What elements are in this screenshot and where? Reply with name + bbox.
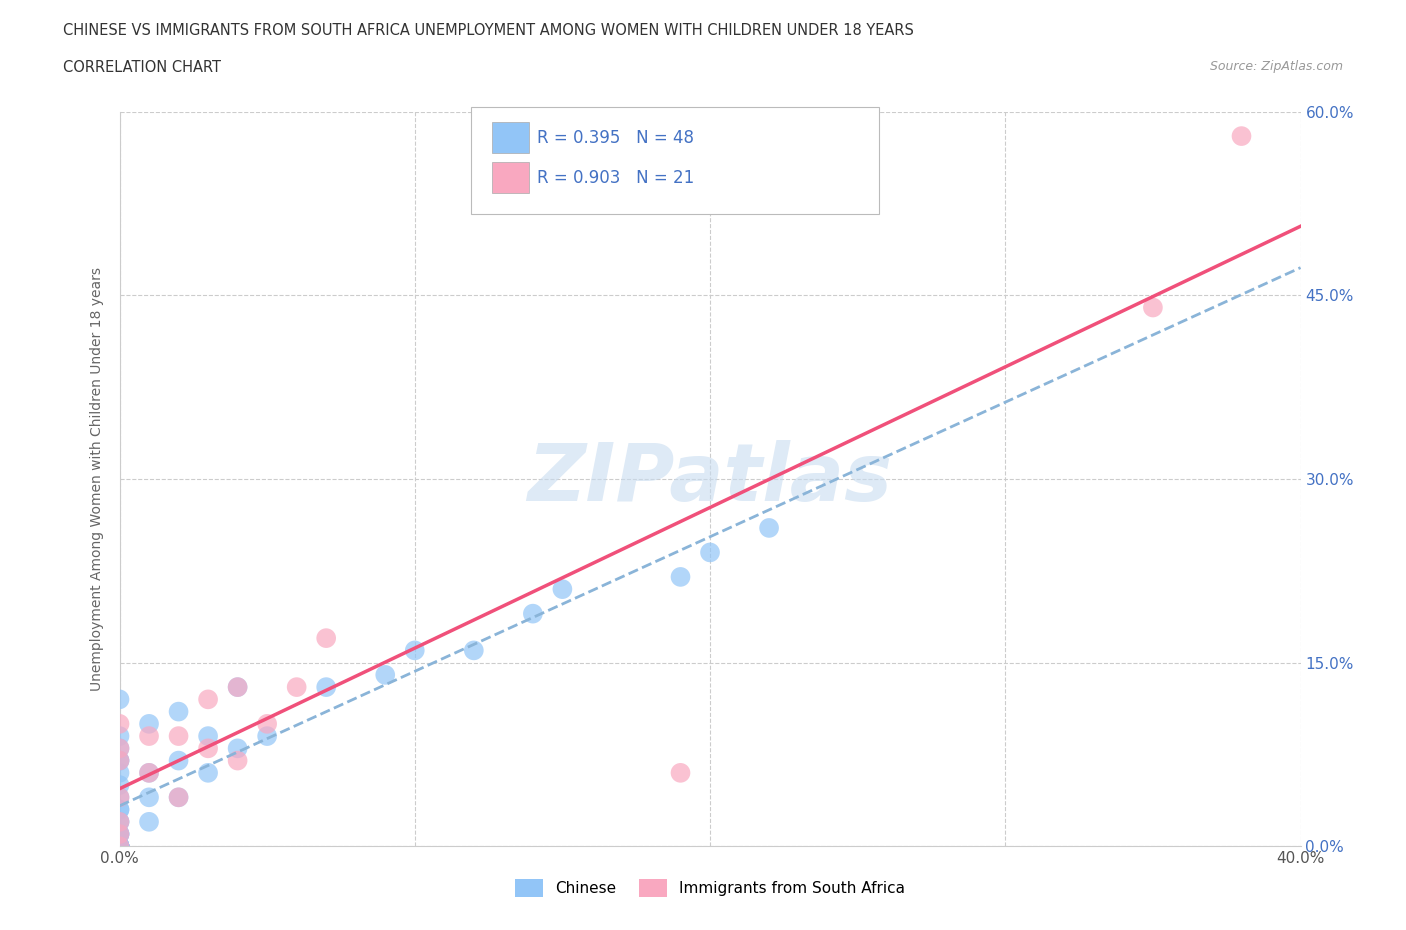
Text: Source: ZipAtlas.com: Source: ZipAtlas.com: [1209, 60, 1343, 73]
Point: [108, 839, 131, 854]
Point: [108, 839, 131, 854]
Point: [167, 790, 190, 804]
Point: [108, 839, 131, 854]
Point: [197, 765, 219, 780]
Point: [167, 704, 190, 719]
Point: [108, 777, 131, 792]
Text: R = 0.395   N = 48: R = 0.395 N = 48: [537, 128, 695, 147]
Point: [108, 753, 131, 768]
Point: [226, 741, 249, 756]
Point: [108, 839, 131, 854]
Point: [108, 815, 131, 830]
Point: [256, 716, 278, 731]
Point: [404, 643, 426, 658]
Point: [108, 753, 131, 768]
Point: [108, 839, 131, 854]
Point: [108, 790, 131, 804]
Point: [315, 631, 337, 645]
Legend: Chinese, Immigrants from South Africa: Chinese, Immigrants from South Africa: [508, 871, 912, 905]
Point: [138, 815, 160, 830]
Text: R = 0.903   N = 21: R = 0.903 N = 21: [537, 168, 695, 187]
Point: [522, 606, 544, 621]
Point: [315, 680, 337, 695]
Point: [138, 790, 160, 804]
Point: [463, 643, 485, 658]
Text: ZIPatlas: ZIPatlas: [527, 440, 893, 518]
Point: [669, 569, 692, 584]
Point: [167, 753, 190, 768]
Point: [108, 815, 131, 830]
Point: [108, 839, 131, 854]
Point: [226, 680, 249, 695]
Point: [197, 729, 219, 744]
Point: [108, 802, 131, 817]
Point: [138, 765, 160, 780]
Point: [167, 729, 190, 744]
Point: [108, 753, 131, 768]
Point: [108, 839, 131, 854]
Point: [108, 839, 131, 854]
Text: CHINESE VS IMMIGRANTS FROM SOUTH AFRICA UNEMPLOYMENT AMONG WOMEN WITH CHILDREN U: CHINESE VS IMMIGRANTS FROM SOUTH AFRICA …: [63, 23, 914, 38]
Point: [108, 790, 131, 804]
Point: [226, 680, 249, 695]
Point: [108, 827, 131, 842]
Point: [551, 582, 574, 597]
Point: [108, 839, 131, 854]
Point: [138, 716, 160, 731]
Point: [108, 815, 131, 830]
Point: [108, 839, 131, 854]
Point: [108, 802, 131, 817]
Point: [108, 839, 131, 854]
Point: [138, 765, 160, 780]
Point: [669, 765, 692, 780]
Point: [108, 827, 131, 842]
Y-axis label: Unemployment Among Women with Children Under 18 years: Unemployment Among Women with Children U…: [90, 267, 104, 691]
Point: [1230, 128, 1253, 143]
Point: [256, 729, 278, 744]
Point: [108, 827, 131, 842]
Point: [108, 741, 131, 756]
Point: [108, 716, 131, 731]
Point: [108, 839, 131, 854]
Point: [108, 827, 131, 842]
Point: [1142, 300, 1164, 315]
Point: [374, 668, 396, 683]
Point: [108, 741, 131, 756]
Point: [197, 741, 219, 756]
Point: [226, 753, 249, 768]
Point: [285, 680, 308, 695]
Point: [108, 839, 131, 854]
Text: CORRELATION CHART: CORRELATION CHART: [63, 60, 221, 75]
Point: [108, 765, 131, 780]
Point: [108, 729, 131, 744]
Point: [197, 692, 219, 707]
Point: [167, 790, 190, 804]
Point: [138, 729, 160, 744]
Point: [699, 545, 721, 560]
Point: [758, 521, 780, 536]
Point: [108, 692, 131, 707]
